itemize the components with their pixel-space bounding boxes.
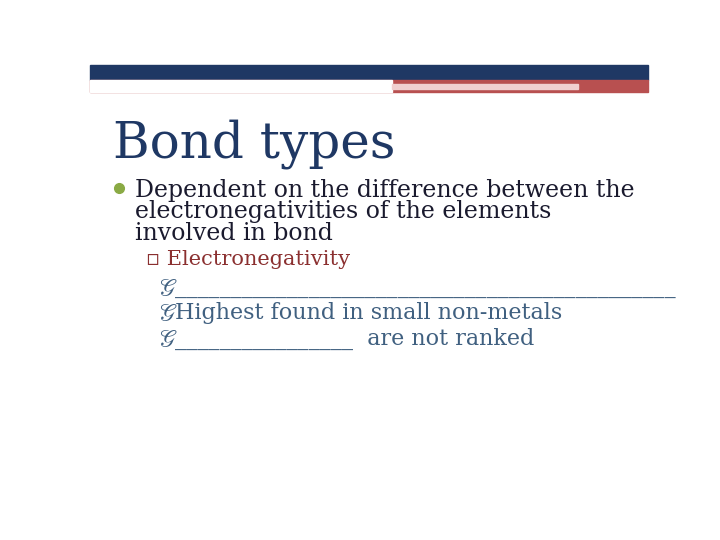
Text: Highest found in small non-metals: Highest found in small non-metals (175, 302, 562, 324)
Bar (90, 65, 648, 80)
Bar (392, 84, 578, 90)
Bar (90, 80, 648, 92)
Text: Bond types: Bond types (113, 119, 396, 168)
Text: _____________________________________________: ________________________________________… (175, 276, 676, 299)
Text: $\mathscr{G}$: $\mathscr{G}$ (158, 302, 178, 326)
Bar (90, 80, 392, 92)
Text: $\mathscr{G}$: $\mathscr{G}$ (158, 276, 178, 301)
Text: $\mathscr{G}$: $\mathscr{G}$ (158, 328, 178, 352)
Text: Dependent on the difference between the: Dependent on the difference between the (135, 179, 634, 202)
Text: ▫ Electronegativity: ▫ Electronegativity (145, 249, 350, 268)
Text: electronegativities of the elements: electronegativities of the elements (135, 200, 552, 224)
Text: ________________  are not ranked: ________________ are not ranked (175, 328, 535, 350)
Text: involved in bond: involved in bond (135, 222, 333, 245)
